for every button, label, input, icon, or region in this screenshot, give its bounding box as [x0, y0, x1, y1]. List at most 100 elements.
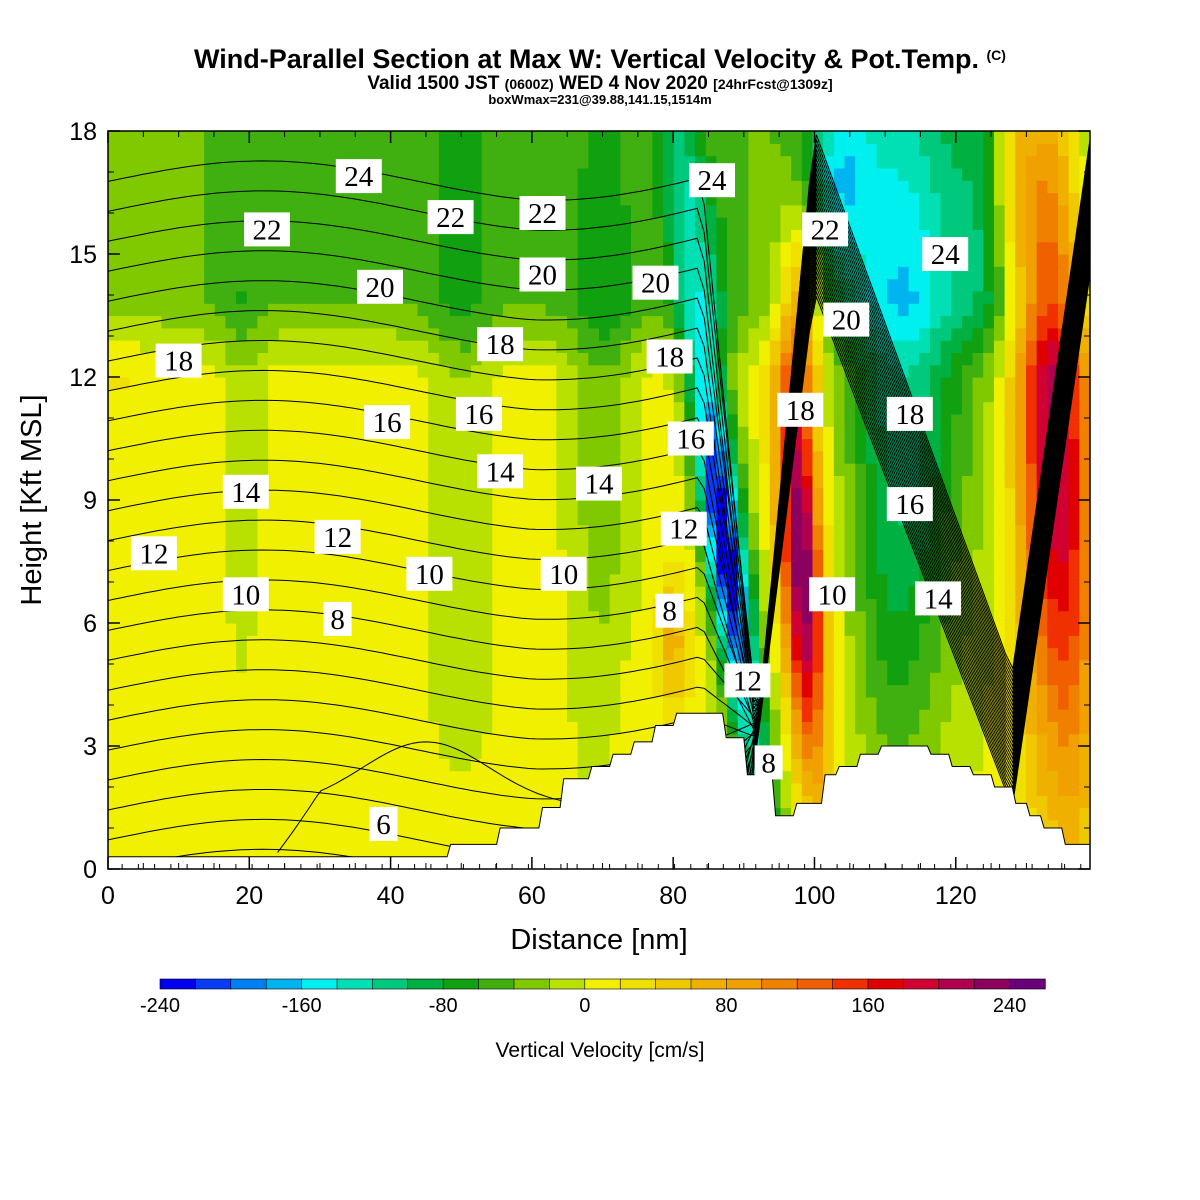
w-cell — [556, 180, 568, 194]
w-cell — [855, 524, 867, 538]
w-cell — [236, 721, 248, 735]
w-cell — [791, 131, 803, 144]
w-cell — [769, 721, 782, 735]
w-cell — [225, 721, 237, 735]
w-cell — [428, 241, 440, 255]
w-cell — [118, 512, 130, 526]
w-cell — [919, 167, 931, 181]
w-cell — [246, 635, 259, 649]
w-cell — [428, 340, 440, 353]
w-cell — [470, 229, 483, 243]
w-cell — [823, 746, 835, 759]
w-cell — [599, 254, 611, 267]
w-cell — [855, 512, 867, 526]
w-cell — [727, 266, 739, 280]
w-cell — [257, 549, 269, 563]
w-cell — [876, 696, 888, 710]
w-cell — [716, 512, 728, 526]
w-cell — [406, 647, 419, 661]
w-cell — [897, 254, 910, 267]
w-cell — [599, 746, 611, 759]
w-cell — [278, 770, 291, 784]
w-cell — [118, 340, 130, 353]
w-cell — [300, 586, 312, 599]
w-cell — [759, 167, 771, 181]
w-cell — [140, 143, 152, 157]
w-cell — [556, 709, 568, 722]
w-cell — [983, 512, 995, 526]
w-cell — [566, 549, 579, 563]
w-cell — [780, 610, 792, 624]
w-cell — [780, 549, 792, 563]
w-cell — [780, 586, 792, 599]
w-cell — [897, 131, 910, 144]
w-cell — [620, 610, 632, 624]
w-cell — [609, 143, 621, 157]
w-cell — [150, 844, 162, 858]
w-cell — [310, 684, 323, 698]
w-cell — [876, 389, 888, 403]
w-cell — [385, 610, 397, 624]
w-cell — [289, 389, 301, 403]
w-cell — [919, 180, 931, 194]
w-cell — [534, 167, 547, 181]
w-cell — [225, 377, 237, 390]
w-cell — [161, 746, 173, 759]
w-cell — [140, 659, 152, 673]
w-cell — [129, 659, 141, 673]
w-cell — [342, 512, 355, 526]
w-cell — [204, 635, 216, 649]
w-cell — [342, 254, 355, 267]
w-cell — [780, 684, 792, 698]
w-cell — [599, 389, 611, 403]
w-cell — [513, 586, 525, 599]
w-cell — [780, 167, 792, 181]
w-cell — [791, 610, 803, 624]
w-cell — [310, 352, 323, 366]
w-cell — [545, 770, 557, 784]
w-cell — [374, 204, 387, 218]
w-cell — [695, 131, 707, 144]
w-cell — [534, 610, 547, 624]
w-cell — [140, 401, 152, 415]
w-cell — [705, 659, 718, 673]
w-cell — [342, 795, 355, 809]
w-cell — [577, 266, 589, 280]
w-cell — [705, 229, 718, 243]
w-cell — [417, 180, 429, 194]
w-cell — [972, 327, 984, 341]
w-cell — [129, 315, 141, 329]
w-cell — [844, 549, 856, 563]
w-cell — [470, 733, 483, 747]
w-cell — [961, 290, 974, 304]
w-cell — [193, 586, 205, 599]
w-cell — [769, 659, 782, 673]
w-cell — [823, 561, 835, 575]
w-cell — [534, 746, 547, 759]
w-cell — [534, 229, 547, 243]
w-cell — [470, 327, 483, 341]
w-cell — [310, 770, 323, 784]
w-cell — [278, 155, 291, 169]
w-cell — [844, 475, 856, 489]
w-cell — [246, 463, 259, 476]
w-cell — [460, 143, 472, 157]
w-cell — [108, 389, 120, 403]
w-cell — [556, 746, 568, 759]
w-cell — [214, 721, 227, 735]
w-cell — [470, 364, 483, 378]
w-cell — [417, 586, 429, 599]
w-cell — [705, 217, 718, 230]
w-cell — [502, 426, 515, 440]
w-cell — [961, 758, 974, 772]
w-cell — [332, 770, 344, 784]
w-cell — [588, 536, 600, 550]
w-cell — [908, 647, 920, 661]
w-cell — [161, 204, 173, 218]
w-cell — [855, 192, 867, 206]
w-cell — [204, 426, 216, 440]
w-cell — [161, 807, 173, 821]
w-cell — [214, 746, 227, 759]
w-cell — [620, 229, 632, 243]
w-cell — [492, 659, 504, 673]
